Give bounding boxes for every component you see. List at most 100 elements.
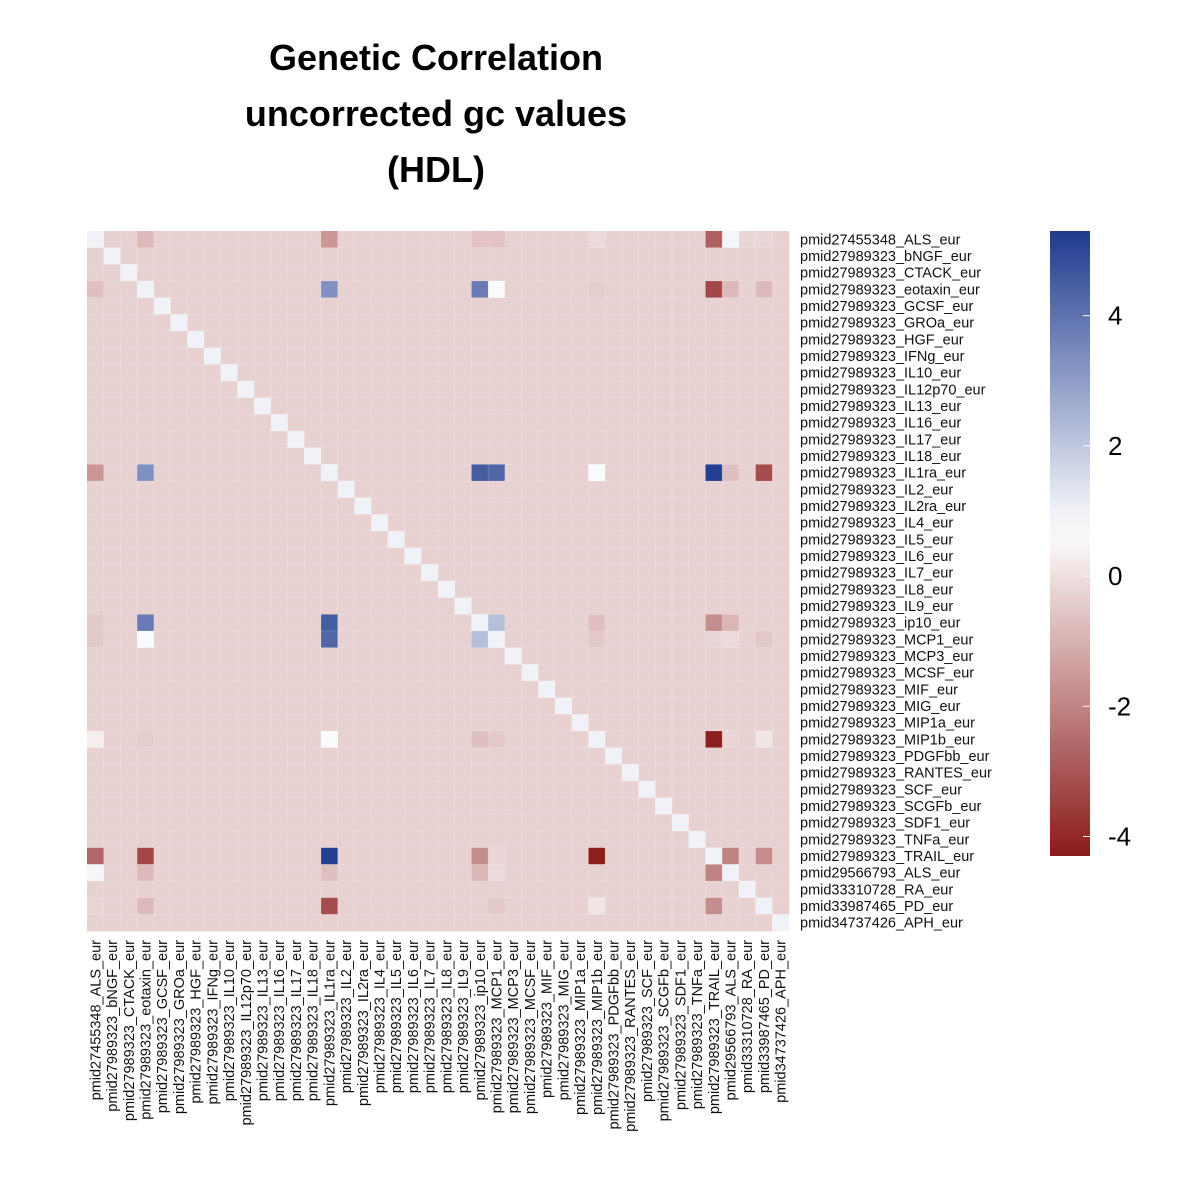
heatmap-cell <box>672 247 690 265</box>
heatmap-cell <box>504 581 522 599</box>
heatmap-cell <box>504 797 522 815</box>
heatmap-cell <box>521 531 539 549</box>
heatmap-cell <box>187 614 205 632</box>
heatmap-cell <box>504 897 522 915</box>
heatmap-cell <box>588 797 606 815</box>
heatmap-cell <box>120 581 138 599</box>
heatmap-cell <box>204 914 222 932</box>
heatmap-cell <box>722 664 740 682</box>
heatmap-cell <box>270 364 288 382</box>
heatmap-cell <box>304 647 322 665</box>
heatmap-cell <box>120 681 138 699</box>
heatmap-cell <box>471 914 489 932</box>
heatmap-cell <box>471 497 489 515</box>
heatmap-cell <box>755 714 773 732</box>
heatmap-cell <box>672 447 690 465</box>
heatmap-cell <box>371 881 389 899</box>
heatmap-cell <box>705 547 723 565</box>
heatmap-cell <box>103 881 121 899</box>
heatmap-cell <box>705 731 723 749</box>
heatmap-cell <box>738 897 756 915</box>
heatmap-cell <box>103 831 121 849</box>
column-label: pmid33310728_RA_eur <box>740 940 756 1093</box>
heatmap-cell <box>571 431 589 449</box>
heatmap-cell <box>153 781 171 799</box>
heatmap-cell <box>120 881 138 899</box>
heatmap-cell <box>321 797 339 815</box>
heatmap-cell <box>321 264 339 282</box>
heatmap-cell <box>371 514 389 532</box>
heatmap-cell <box>254 231 272 249</box>
heatmap-cell <box>137 397 155 415</box>
heatmap-cell <box>170 781 188 799</box>
row-label: pmid27989323_HGF_eur <box>800 332 964 348</box>
heatmap-cell <box>655 514 673 532</box>
heatmap-cell <box>438 831 456 849</box>
heatmap-cell <box>772 747 790 765</box>
heatmap-cell <box>220 847 238 865</box>
row-label: pmid27989323_CTACK_eur <box>800 266 981 282</box>
heatmap-cell <box>287 497 305 515</box>
heatmap-cell <box>220 414 238 432</box>
heatmap-cell <box>538 414 556 432</box>
heatmap-cell <box>287 681 305 699</box>
heatmap-cell <box>404 831 422 849</box>
heatmap-cell <box>504 231 522 249</box>
heatmap-cell <box>454 881 472 899</box>
heatmap-cell <box>354 314 372 332</box>
heatmap-cell <box>287 397 305 415</box>
heatmap-cell <box>538 431 556 449</box>
heatmap-cell <box>321 331 339 349</box>
heatmap-cell <box>672 347 690 365</box>
heatmap-cell <box>555 231 573 249</box>
heatmap-cell <box>588 347 606 365</box>
heatmap-cell <box>404 397 422 415</box>
heatmap-cell <box>387 697 405 715</box>
heatmap-cell <box>722 381 740 399</box>
heatmap-cell <box>722 897 740 915</box>
heatmap-cell <box>237 547 255 565</box>
heatmap-cell <box>538 497 556 515</box>
heatmap-cell <box>705 281 723 299</box>
heatmap-cell <box>738 597 756 615</box>
heatmap-cell <box>170 381 188 399</box>
heatmap-cell <box>170 714 188 732</box>
heatmap-cell <box>672 381 690 399</box>
heatmap-cell <box>137 331 155 349</box>
heatmap-cell <box>153 697 171 715</box>
heatmap-cell <box>153 681 171 699</box>
heatmap-cell <box>772 714 790 732</box>
heatmap-cell <box>605 531 623 549</box>
heatmap-cell <box>120 514 138 532</box>
heatmap-cell <box>337 831 355 849</box>
heatmap-cell <box>103 764 121 782</box>
heatmap-cell <box>488 847 506 865</box>
heatmap-cell <box>137 764 155 782</box>
heatmap-cell <box>672 897 690 915</box>
heatmap-cell <box>120 597 138 615</box>
heatmap-cell <box>705 514 723 532</box>
heatmap-cell <box>270 764 288 782</box>
heatmap-cell <box>421 681 439 699</box>
heatmap-cell <box>354 731 372 749</box>
heatmap-cell <box>387 347 405 365</box>
heatmap-cell <box>187 381 205 399</box>
heatmap-cell <box>438 247 456 265</box>
row-label: pmid27989323_IFNg_eur <box>800 349 965 365</box>
heatmap-cell <box>672 231 690 249</box>
heatmap-cell <box>137 347 155 365</box>
heatmap-cell <box>672 514 690 532</box>
column-label: pmid27989323_IL5_eur <box>389 940 405 1093</box>
column-label: pmid27989323_IL2ra_eur <box>356 940 372 1106</box>
heatmap-cell <box>555 597 573 615</box>
heatmap-cell <box>304 331 322 349</box>
heatmap-cell <box>337 781 355 799</box>
heatmap-cell <box>471 847 489 865</box>
heatmap-cell <box>722 697 740 715</box>
heatmap-cell <box>137 831 155 849</box>
heatmap-cell <box>688 847 706 865</box>
column-label: pmid27989323_ip10_eur <box>473 940 489 1101</box>
heatmap-cell <box>738 464 756 482</box>
column-label: pmid27989323_CTACK_eur <box>122 940 138 1121</box>
heatmap-cell <box>137 797 155 815</box>
